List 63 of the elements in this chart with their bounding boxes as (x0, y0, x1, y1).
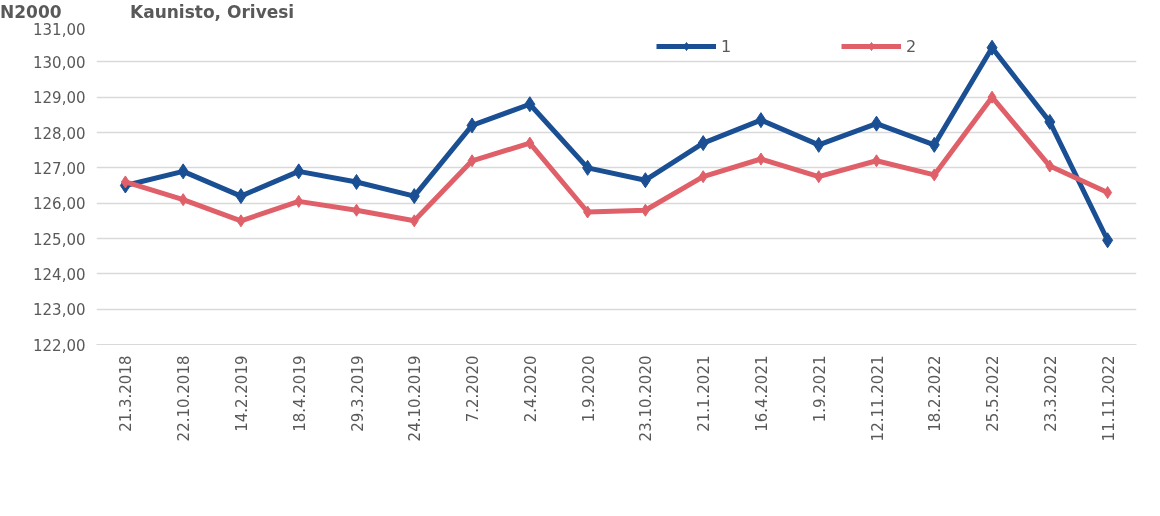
x-tick-label: 12.11.2021 (868, 355, 887, 442)
point (235, 188, 247, 205)
point (178, 193, 188, 207)
x-tick-label: 29.3.2019 (348, 355, 367, 432)
point (582, 159, 594, 176)
y-tick-label: 126,00 (33, 195, 86, 214)
x-tick-label: 1.9.2021 (810, 355, 829, 423)
y-axis-title: N2000 (0, 1, 62, 23)
x-tick-label: 21.1.2021 (695, 355, 714, 432)
point (639, 172, 651, 189)
point (987, 90, 997, 104)
x-tick-label: 24.10.2019 (406, 355, 425, 442)
point (697, 135, 709, 152)
point (524, 96, 536, 113)
point (986, 39, 998, 56)
y-tick-label: 122,00 (33, 336, 86, 355)
point (756, 152, 766, 166)
point (1103, 186, 1113, 200)
point (755, 112, 767, 129)
y-tick-label: 123,00 (33, 301, 86, 320)
point (929, 168, 939, 182)
point (928, 136, 940, 153)
point (293, 163, 305, 180)
x-tick-label: 18.2.2022 (926, 355, 945, 432)
legend-label: 2 (906, 36, 918, 56)
x-tick-label: 21.3.2018 (117, 355, 136, 432)
point (294, 194, 304, 208)
x-tick-label: 23.3.2022 (1041, 355, 1060, 432)
point (1102, 232, 1114, 249)
x-tick-label: 1.9.2020 (579, 355, 598, 423)
y-tick-label: 124,00 (33, 265, 86, 284)
x-tick-label: 22.10.2018 (175, 355, 194, 442)
x-tick-label: 14.2.2019 (232, 355, 251, 432)
x-tick-label: 2.4.2020 (521, 355, 540, 423)
y-tick-label: 127,00 (33, 159, 86, 178)
point (1045, 159, 1055, 173)
point (640, 203, 650, 217)
y-tick-label: 130,00 (33, 53, 86, 72)
y-tick-label: 131,00 (33, 20, 86, 39)
y-tick-label: 129,00 (33, 89, 86, 108)
point (408, 188, 420, 205)
point (583, 205, 593, 219)
x-tick-label: 18.4.2019 (290, 355, 309, 432)
point (525, 136, 535, 150)
point (236, 214, 246, 228)
x-tick-label: 7.2.2020 (464, 355, 483, 423)
x-tick-label: 25.5.2022 (984, 355, 1003, 432)
point (409, 214, 419, 228)
x-tick-label: 11.11.2022 (1099, 355, 1118, 442)
x-tick-label: 23.10.2020 (637, 355, 656, 442)
y-tick-label: 128,00 (33, 124, 86, 143)
y-tick-label: 125,00 (33, 230, 86, 249)
chart-title: Kaunisto, Orivesi (130, 1, 295, 24)
point (467, 154, 477, 168)
point (698, 170, 708, 184)
point (466, 117, 478, 134)
point (120, 175, 130, 189)
legend-label: 1 (721, 36, 733, 56)
point (813, 136, 825, 153)
point (814, 170, 824, 184)
x-tick-label: 16.4.2021 (752, 355, 771, 432)
point (1044, 113, 1056, 130)
point (177, 163, 189, 180)
